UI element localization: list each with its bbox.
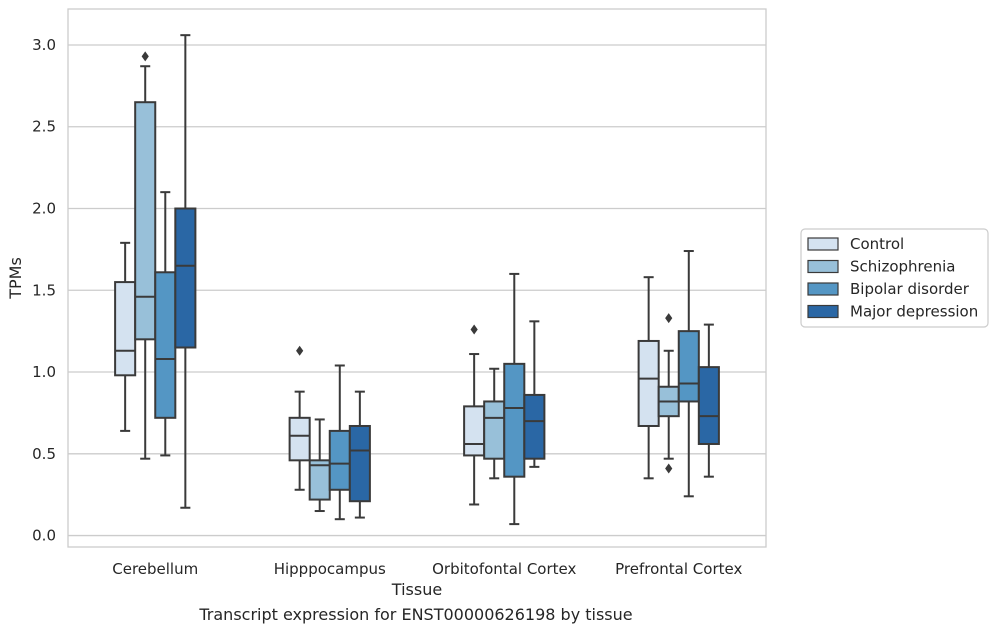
legend-label: Schizophrenia	[850, 258, 955, 276]
legend-swatch	[807, 304, 839, 319]
box-group	[288, 345, 311, 491]
plot-frame	[67, 8, 767, 548]
box-group	[697, 323, 720, 478]
box-iqr	[637, 339, 660, 427]
y-tick-label: 1.5	[32, 281, 56, 299]
x-tick-label: Orbitofontal Cortex	[432, 560, 576, 578]
legend: Control Schizophrenia Bipolar disorder Majo…	[800, 228, 989, 328]
outlier-point	[141, 51, 149, 62]
y-axis-title: TPMs	[6, 257, 25, 300]
box-group	[637, 276, 660, 480]
box-group	[308, 418, 331, 513]
outlier-point	[665, 463, 673, 474]
y-tick-label: 0.5	[32, 445, 56, 463]
box-iqr	[174, 207, 197, 349]
y-tick-label: 3.0	[32, 36, 56, 54]
box-group	[677, 250, 700, 498]
legend-label: Bipolar disorder	[850, 280, 970, 298]
y-tick-label: 1.0	[32, 363, 56, 381]
legend-frame	[800, 228, 989, 328]
box-iqr	[288, 416, 311, 462]
box-group	[134, 51, 157, 460]
box-iqr	[483, 400, 506, 460]
outlier-point	[470, 324, 478, 335]
box-group	[503, 272, 526, 526]
box-iqr	[697, 366, 720, 445]
box-group	[154, 191, 177, 457]
box-group	[463, 324, 486, 506]
y-tick-label: 2.5	[32, 118, 56, 136]
outlier-point	[665, 313, 673, 324]
boxes-layer	[114, 34, 720, 526]
tick-labels: 0.0 0.5 1.0 1.5 2.0 2.5 3.0 Cerebellum Hipppocam…	[32, 36, 742, 578]
outlier-point	[296, 345, 304, 356]
box-group	[483, 367, 506, 480]
figure-caption: Transcript expression for ENST0000062619…	[199, 605, 633, 624]
box-group	[348, 390, 371, 519]
box-iqr	[463, 405, 486, 457]
box-iqr	[114, 281, 137, 377]
y-tick-label: 2.0	[32, 200, 56, 218]
box-iqr	[154, 271, 177, 419]
x-tick-label: Hipppocampus	[274, 560, 386, 578]
box-group	[174, 34, 197, 509]
box-iqr	[328, 429, 351, 491]
box-iqr	[677, 330, 700, 403]
box-iqr	[523, 393, 546, 460]
box-group	[114, 241, 137, 432]
legend-label: Major depression	[850, 303, 978, 321]
legend-swatch	[807, 282, 839, 296]
x-axis-title: Tissue	[391, 580, 442, 599]
box-iqr	[503, 362, 526, 478]
box-iqr	[134, 101, 157, 341]
legend-swatch	[807, 259, 839, 274]
legend-swatch	[807, 237, 839, 251]
box-group	[328, 364, 351, 521]
box-group	[523, 320, 546, 468]
y-tick-label: 0.0	[32, 527, 56, 545]
box-group	[657, 313, 680, 474]
x-tick-label: Prefrontal Cortex	[615, 560, 742, 578]
x-tick-label: Cerebellum	[112, 560, 198, 578]
legend-label: Control	[850, 235, 904, 253]
box-iqr	[348, 424, 371, 503]
